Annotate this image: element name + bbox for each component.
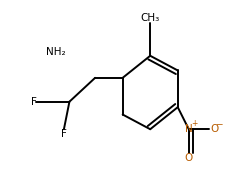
Text: NH₂: NH₂ [46, 47, 66, 57]
Text: F: F [30, 97, 36, 107]
Text: F: F [61, 129, 67, 139]
Text: −: − [215, 120, 223, 129]
Text: N: N [185, 124, 193, 134]
Text: +: + [192, 119, 198, 128]
Text: CH₃: CH₃ [141, 13, 160, 23]
Text: O: O [185, 153, 193, 163]
Text: O: O [211, 124, 219, 134]
